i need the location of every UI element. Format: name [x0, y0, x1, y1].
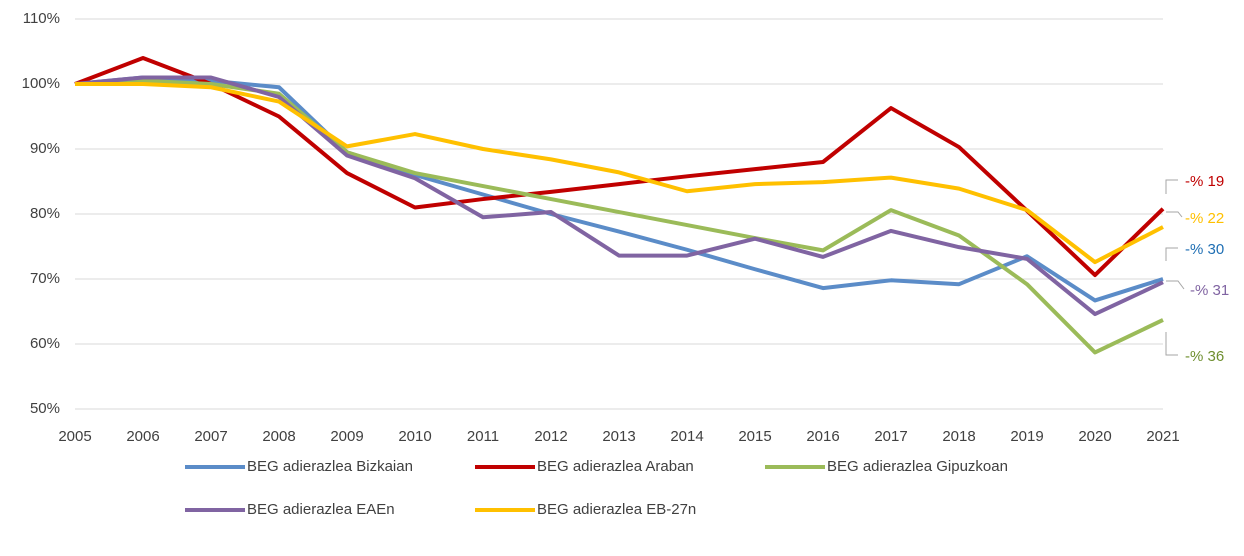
series-line: [75, 82, 1164, 265]
annotation: -% 30: [1185, 241, 1224, 258]
y-tick-label: 50%: [30, 400, 60, 417]
y-tick-label: 90%: [30, 140, 60, 157]
y-tick-label: 100%: [22, 75, 60, 92]
series-line: [74, 75, 1164, 317]
y-tick-label: 70%: [30, 270, 60, 287]
x-tick-label: 2012: [534, 428, 567, 445]
x-tick-label: 2017: [874, 428, 907, 445]
x-tick-label: 2021: [1146, 428, 1179, 445]
x-tick-label: 2018: [942, 428, 975, 445]
legend-label: BEG adierazlea Bizkaian: [247, 458, 413, 475]
leader-line: [1165, 179, 1178, 194]
leader-line: [1166, 211, 1183, 218]
y-tick-label: 60%: [30, 335, 60, 352]
annotation: -% 36: [1185, 348, 1224, 365]
leader-line: [1165, 247, 1178, 261]
x-tick-label: 2019: [1010, 428, 1043, 445]
annotation: -% 31: [1190, 282, 1229, 299]
x-tick-label: 2007: [194, 428, 227, 445]
x-tick-label: 2020: [1078, 428, 1111, 445]
annotation: -% 22: [1185, 210, 1224, 227]
x-tick-label: 2014: [670, 428, 703, 445]
series-line: [74, 75, 1164, 303]
x-tick-label: 2010: [398, 428, 431, 445]
leader-line: [1165, 332, 1178, 356]
x-tick-label: 2009: [330, 428, 363, 445]
legend-label: BEG adierazlea EB-27n: [537, 501, 696, 518]
y-tick-label: 80%: [30, 205, 60, 222]
series-line: [74, 56, 1165, 278]
x-tick-label: 2005: [58, 428, 91, 445]
y-tick-label: 110%: [23, 10, 60, 27]
series-line: [74, 78, 1164, 355]
x-tick-label: 2015: [738, 428, 771, 445]
legend-label: BEG adierazlea Gipuzkoan: [827, 458, 1008, 475]
annotation: -% 19: [1185, 173, 1224, 190]
x-tick-label: 2013: [602, 428, 635, 445]
x-tick-label: 2006: [126, 428, 159, 445]
x-tick-label: 2011: [467, 428, 499, 445]
leader-line: [1166, 280, 1185, 290]
x-tick-label: 2008: [262, 428, 295, 445]
legend-label: BEG adierazlea Araban: [537, 458, 694, 475]
legend-label: BEG adierazlea EAEn: [247, 501, 395, 518]
x-tick-label: 2016: [806, 428, 839, 445]
